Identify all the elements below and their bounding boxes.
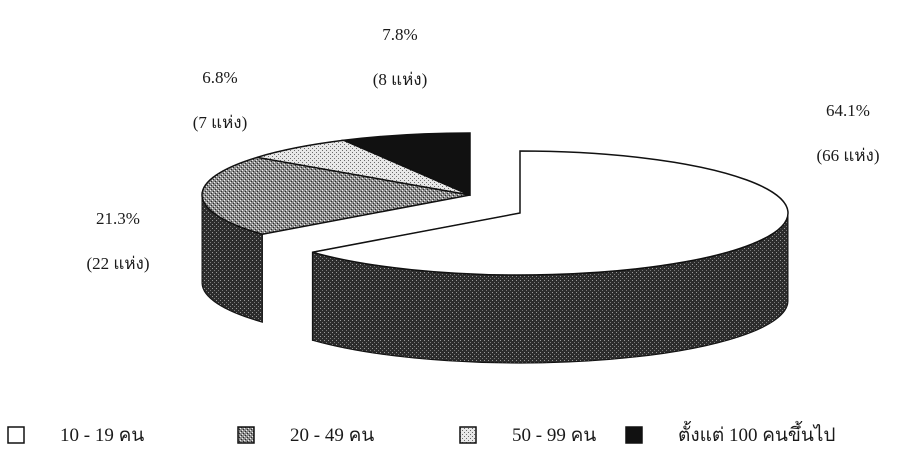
slice-top-0 (312, 150, 789, 276)
legend-label: ตั้งแต่ 100 คนขึ้นไป (678, 421, 836, 446)
slice-count-label: (66 แห่ง) (816, 146, 879, 165)
slice-top-3 (341, 132, 471, 197)
legend: 10 - 19 คน 20 - 49 คน 50 - 99 คน ตั้งแต่ 10… (7, 421, 836, 446)
slice-count-label: (7 แห่ง) (193, 113, 248, 132)
legend-label: 10 - 19 คน (60, 425, 144, 446)
slice-percent-label: 6.8% (202, 68, 237, 87)
legend-label: 20 - 49 คน (290, 425, 374, 446)
legend-swatch (459, 426, 477, 444)
slice-percent-label: 7.8% (382, 25, 417, 44)
legend-swatch (237, 426, 255, 444)
slice-count-label: (8 แห่ง) (373, 70, 428, 89)
legend-label: 50 - 99 คน (512, 425, 596, 446)
legend-swatch (625, 426, 643, 444)
slice-percent-label: 21.3% (96, 209, 140, 228)
slice-top-2 (256, 139, 471, 196)
slice-top-1 (201, 156, 471, 235)
slice-count-label: (22 แห่ง) (86, 254, 149, 273)
slice-percent-label: 64.1% (826, 101, 870, 120)
slice-labels: 64.1% (66 แห่ง) 21.3% (22 แห่ง) 6.8% (7 แห่ง)… (86, 25, 879, 273)
pie-slices (201, 132, 789, 364)
legend-swatch (7, 426, 25, 444)
